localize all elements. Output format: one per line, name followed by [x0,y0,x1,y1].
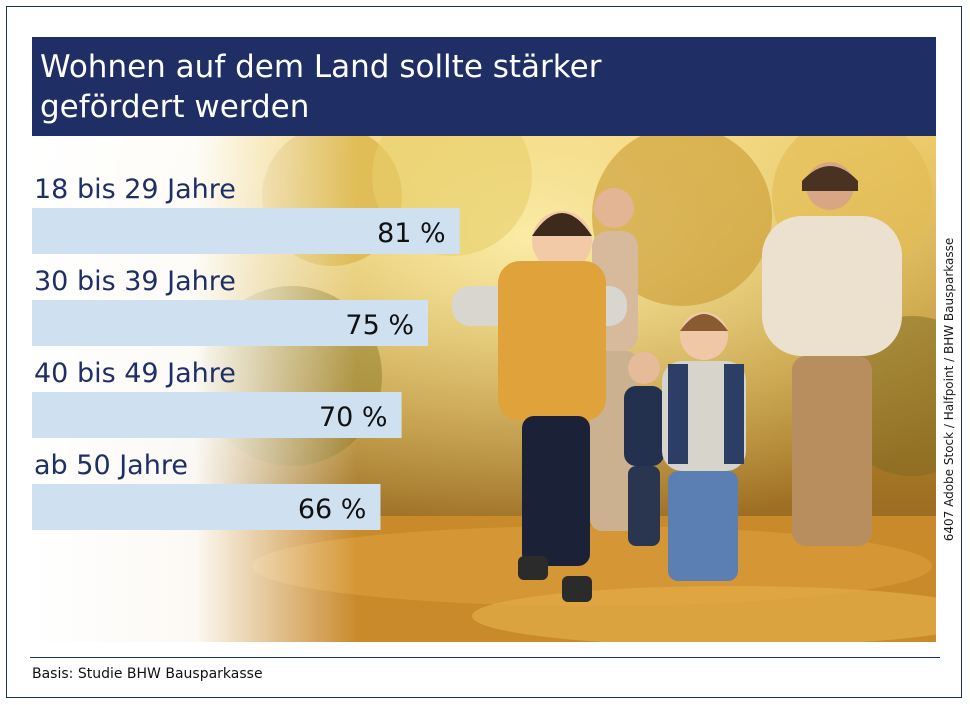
bar [32,392,402,438]
value-label: 75 % [345,310,414,341]
chart-title: Wohnen auf dem Land sollte stärker geför… [40,49,602,125]
footer-divider [30,657,940,658]
category-label: 40 bis 49 Jahre [34,358,236,389]
bar-chart: 18 bis 29 Jahre 81 % 30 bis 39 Jahre 75 % 40… [32,174,460,530]
category-label: 30 bis 39 Jahre [34,266,236,297]
category-label: 18 bis 29 Jahre [34,174,236,205]
bar [32,300,428,346]
background-photo: 18 bis 29 Jahre 81 % 30 bis 39 Jahre 75 % 40… [32,136,936,642]
bar [32,208,460,254]
bar [32,484,381,530]
value-label: 66 % [298,494,367,525]
value-label: 70 % [319,402,388,433]
title-banner: Wohnen auf dem Land sollte stärker geför… [32,37,936,136]
photo-credit: 6407 Adobe Stock / Halfpoint / BHW Bausp… [942,237,956,542]
source-note: Basis: Studie BHW Bausparkasse [32,666,263,682]
value-label: 81 % [377,218,446,249]
category-label: ab 50 Jahre [34,450,188,481]
